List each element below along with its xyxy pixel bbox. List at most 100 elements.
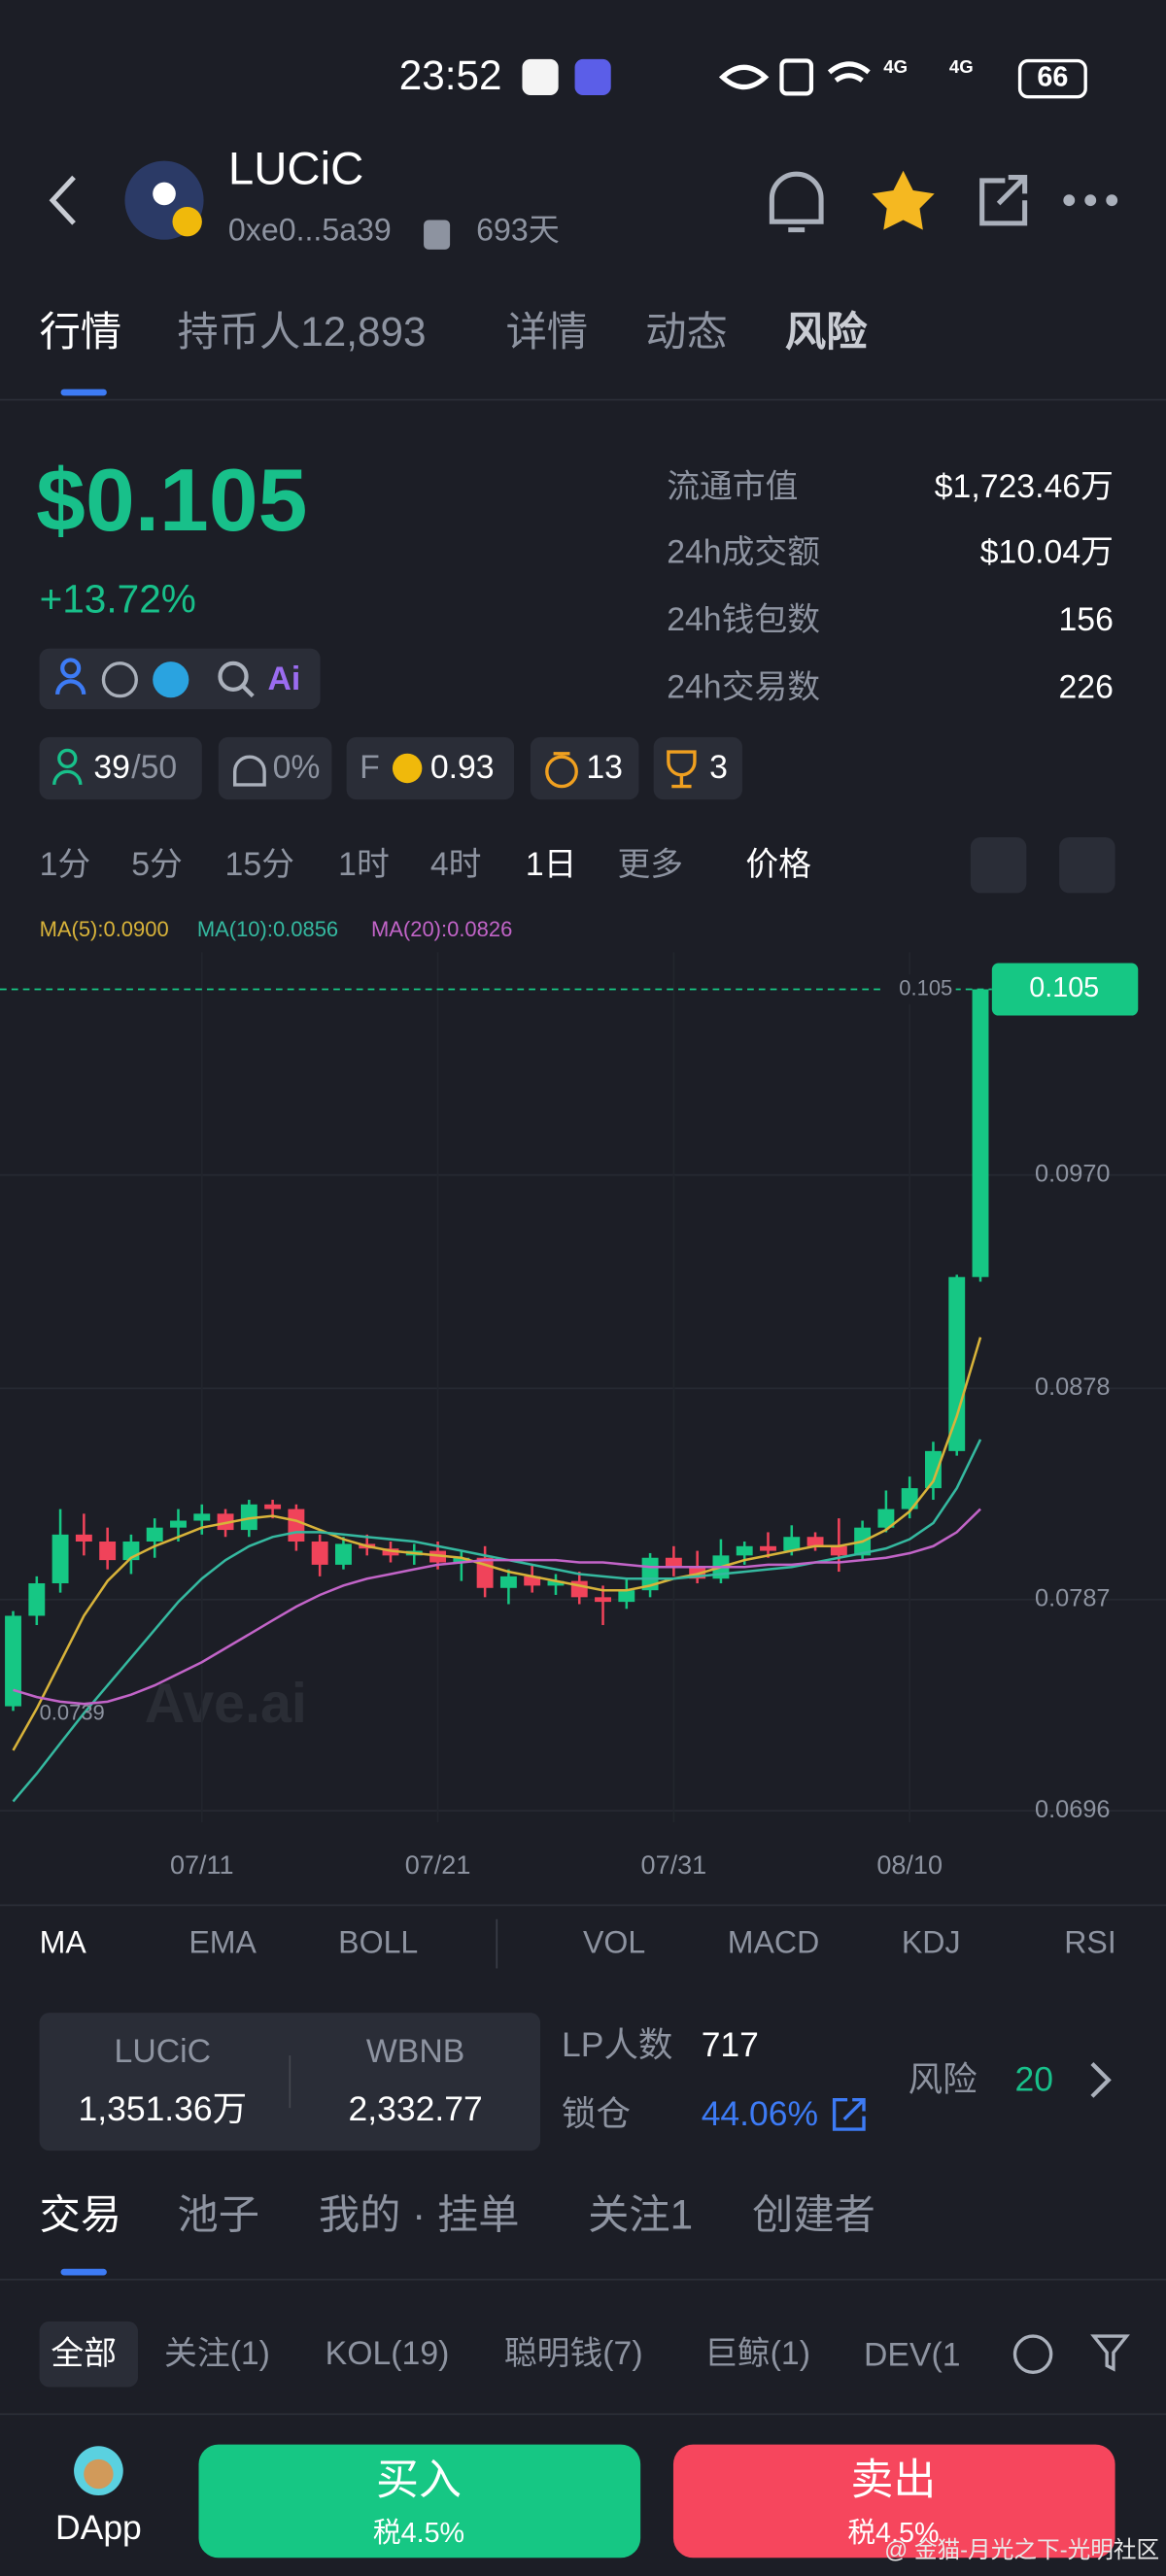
tab[interactable]: 风险 bbox=[784, 309, 868, 356]
interval[interactable]: 1时 bbox=[338, 847, 390, 884]
candle-body bbox=[925, 1450, 942, 1489]
drawing-tool[interactable] bbox=[970, 836, 1027, 894]
badge-icons bbox=[52, 748, 697, 789]
badge-value: 13 bbox=[586, 750, 623, 787]
last-price-tag-label: 0.105 bbox=[1029, 972, 1099, 1003]
indicator[interactable]: MACD bbox=[727, 1926, 820, 1961]
price-mode[interactable]: 价格 bbox=[745, 847, 811, 884]
indicator[interactable]: VOL bbox=[583, 1926, 646, 1961]
badge bbox=[346, 736, 515, 800]
candle-body bbox=[499, 1576, 517, 1588]
ai-link[interactable]: Ai bbox=[267, 661, 301, 698]
y-tick-label: 0.0787 bbox=[1035, 1584, 1111, 1611]
candle-body bbox=[806, 1537, 824, 1546]
buy-tax: 税4.5% bbox=[372, 2517, 465, 2549]
buy-label[interactable]: 买入 bbox=[376, 2454, 462, 2504]
candle-body bbox=[170, 1520, 187, 1528]
back-button[interactable] bbox=[49, 175, 76, 225]
tab[interactable]: 持币人12,893 bbox=[177, 309, 427, 356]
badge-value: 3 bbox=[709, 750, 728, 787]
filter[interactable]: 巨鲸(1) bbox=[704, 2336, 811, 2373]
interval[interactable]: 1日 bbox=[525, 847, 577, 884]
candle-body bbox=[334, 1543, 352, 1565]
candle-body bbox=[760, 1545, 776, 1551]
watermark: @ 金猫-月光之下-光明社区 bbox=[884, 2536, 1160, 2563]
trade-tab[interactable]: 关注1 bbox=[588, 2192, 694, 2239]
interval[interactable]: 更多 bbox=[617, 847, 684, 884]
sell-button[interactable] bbox=[672, 2444, 1115, 2559]
candle-body bbox=[193, 1513, 211, 1521]
y-tick-label: 0.0878 bbox=[1035, 1373, 1111, 1401]
trade-tab[interactable]: 创建者 bbox=[752, 2192, 875, 2239]
filter[interactable]: 聪明钱(7) bbox=[503, 2336, 643, 2373]
x-tick-label: 07/31 bbox=[641, 1850, 707, 1880]
badge bbox=[39, 736, 202, 800]
website-link[interactable] bbox=[101, 661, 138, 698]
indicator[interactable]: MA bbox=[39, 1926, 86, 1961]
telegram-link[interactable] bbox=[153, 661, 189, 698]
chart-settings[interactable] bbox=[1059, 836, 1115, 894]
interval[interactable]: 5分 bbox=[131, 847, 183, 884]
profile-link[interactable] bbox=[60, 658, 82, 679]
alert-button[interactable] bbox=[769, 171, 824, 233]
pool-amount: 1,351.36万 bbox=[78, 2090, 248, 2129]
filter-icons bbox=[1012, 2334, 1130, 2374]
indicator[interactable]: RSI bbox=[1064, 1926, 1116, 1961]
filter[interactable]: DEV(1 bbox=[864, 2337, 961, 2374]
signal-label: 4G bbox=[883, 58, 909, 79]
trade-tab[interactable]: 池子 bbox=[177, 2192, 260, 2239]
badge-label: F bbox=[360, 750, 380, 787]
lock-pct[interactable]: 44.06% bbox=[701, 2095, 819, 2134]
search-link[interactable] bbox=[218, 661, 249, 692]
stat-value: 156 bbox=[1058, 602, 1114, 639]
lp-count: 717 bbox=[701, 2026, 759, 2065]
legend-entry: MA(10):0.0856 bbox=[196, 916, 339, 942]
badge-value: /50 bbox=[131, 750, 178, 787]
interval[interactable]: 1分 bbox=[39, 847, 91, 884]
filter-button[interactable] bbox=[1090, 2334, 1130, 2372]
battery bbox=[1017, 58, 1087, 99]
token-name: LUCiC bbox=[227, 143, 364, 194]
trade-tab[interactable]: 我的 · 挂单 bbox=[318, 2192, 520, 2239]
indicator[interactable]: BOLL bbox=[338, 1926, 419, 1961]
candle-body bbox=[830, 1545, 847, 1556]
candle-body bbox=[972, 989, 989, 1277]
last-price-label: 0.105 bbox=[899, 975, 952, 1000]
tab[interactable]: 详情 bbox=[505, 309, 589, 356]
indicator[interactable]: KDJ bbox=[901, 1926, 961, 1961]
candle-body bbox=[736, 1545, 753, 1556]
filter[interactable]: 关注(1) bbox=[164, 2336, 270, 2373]
trade-tab[interactable]: 交易 bbox=[39, 2192, 122, 2239]
low-label: 0.0739 bbox=[40, 1701, 105, 1725]
stat-label: 24h钱包数 bbox=[667, 602, 821, 639]
candle-body bbox=[877, 1508, 895, 1528]
filter[interactable]: KOL(19) bbox=[325, 2336, 450, 2373]
chart-watermark: Ave.ai bbox=[145, 1673, 307, 1735]
dapp-label[interactable]: DApp bbox=[55, 2509, 142, 2548]
sell-label[interactable]: 卖出 bbox=[850, 2454, 937, 2504]
risk-score[interactable]: 20 bbox=[1014, 2060, 1053, 2099]
risk-chevron[interactable] bbox=[1090, 2062, 1112, 2098]
tab[interactable]: 动态 bbox=[645, 309, 728, 356]
x-tick-label: 07/11 bbox=[170, 1850, 234, 1880]
indicator[interactable]: EMA bbox=[189, 1926, 257, 1961]
candle-body bbox=[901, 1488, 918, 1509]
risk-label: 风险 bbox=[908, 2060, 977, 2099]
favorite-button[interactable] bbox=[872, 170, 935, 230]
interval[interactable]: 4时 bbox=[429, 847, 482, 884]
live-toggle[interactable] bbox=[1012, 2334, 1053, 2374]
filter[interactable]: 全部 bbox=[51, 2336, 118, 2373]
buy-button[interactable] bbox=[198, 2444, 641, 2559]
copy-button[interactable] bbox=[424, 220, 451, 250]
y-tick-label: 0.0970 bbox=[1035, 1160, 1111, 1187]
interval[interactable]: 15分 bbox=[224, 847, 294, 884]
tab[interactable]: 行情 bbox=[39, 309, 122, 356]
more-button[interactable] bbox=[1063, 194, 1118, 207]
candle-body bbox=[665, 1557, 682, 1568]
clock: 23:52 bbox=[398, 52, 502, 100]
share-button[interactable] bbox=[979, 175, 1028, 226]
battery-level: 66 bbox=[1037, 61, 1069, 93]
